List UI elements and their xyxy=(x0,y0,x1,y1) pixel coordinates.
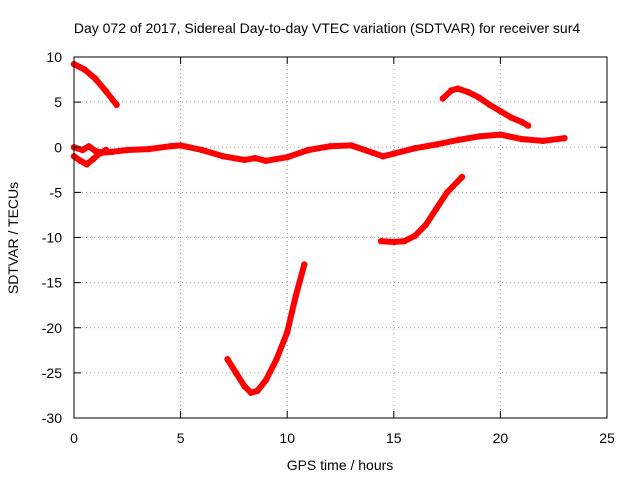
chart-title: Day 072 of 2017, Sidereal Day-to-day VTE… xyxy=(74,20,580,36)
x-tick-label: 5 xyxy=(177,430,185,446)
data-point xyxy=(85,143,93,150)
data-point xyxy=(411,145,419,152)
data-point xyxy=(369,149,376,156)
data-point xyxy=(454,136,461,144)
data-point xyxy=(439,95,446,102)
data-point xyxy=(292,293,299,300)
data-series-layer xyxy=(70,60,568,396)
data-point xyxy=(377,237,385,245)
data-point xyxy=(81,66,88,73)
data-point xyxy=(284,154,291,161)
y-tick-label: -20 xyxy=(42,320,62,336)
data-point xyxy=(465,89,472,96)
data-point xyxy=(124,146,131,154)
x-axis-ticks: 0 5 10 15 20 25 xyxy=(70,57,615,446)
data-point xyxy=(475,94,483,101)
data-point xyxy=(109,148,116,155)
data-point xyxy=(507,114,515,121)
data-point xyxy=(458,173,466,181)
grid xyxy=(74,57,607,418)
data-point xyxy=(83,161,91,168)
data-point xyxy=(433,141,440,148)
x-tick-label: 0 xyxy=(70,430,78,446)
data-point xyxy=(224,356,231,363)
data-point xyxy=(254,387,261,395)
data-point xyxy=(561,135,568,142)
data-point xyxy=(77,157,84,164)
y-axis-label: SDTVAR / TECUs xyxy=(5,182,21,294)
series-arc-6 xyxy=(439,85,532,129)
x-tick-label: 10 xyxy=(279,430,295,446)
x-tick-label: 25 xyxy=(599,430,615,446)
data-point xyxy=(411,232,419,239)
data-point xyxy=(145,145,152,153)
x-tick-label: 20 xyxy=(493,430,509,446)
series-arc-4 xyxy=(224,261,308,396)
data-point xyxy=(79,146,86,154)
data-point xyxy=(401,237,408,245)
data-point xyxy=(273,356,280,363)
y-tick-label: -25 xyxy=(42,365,62,381)
data-point xyxy=(262,157,270,164)
data-point xyxy=(348,142,355,149)
data-point xyxy=(379,153,387,160)
x-tick-label: 15 xyxy=(386,430,402,446)
y-tick-label: 5 xyxy=(54,94,62,110)
y-tick-label: -30 xyxy=(42,410,62,426)
data-point xyxy=(252,154,259,162)
y-tick-label: -10 xyxy=(42,230,62,246)
data-point xyxy=(92,75,99,82)
data-point xyxy=(96,150,103,157)
data-point xyxy=(247,389,255,396)
data-point xyxy=(262,376,270,384)
data-point xyxy=(524,122,532,129)
data-point xyxy=(390,238,397,246)
data-point xyxy=(113,101,120,109)
data-point xyxy=(433,205,440,212)
data-point xyxy=(448,87,455,94)
y-tick-label: -15 xyxy=(42,275,62,291)
data-point xyxy=(241,383,248,390)
data-point xyxy=(177,142,184,149)
data-point xyxy=(518,118,525,126)
data-point xyxy=(539,137,547,145)
data-point xyxy=(166,143,174,150)
data-point xyxy=(326,143,333,150)
y-tick-label: -5 xyxy=(50,184,63,200)
y-axis-ticks: -30 -25 -20 -15 -10 -5 0 5 10 xyxy=(42,49,607,426)
data-point xyxy=(518,135,525,143)
data-point xyxy=(220,153,227,160)
data-point xyxy=(422,221,429,229)
data-point xyxy=(284,329,291,336)
x-axis-label: GPS time / hours xyxy=(287,457,394,473)
data-point xyxy=(102,88,110,95)
data-point xyxy=(232,369,240,377)
data-point xyxy=(486,101,493,109)
data-point xyxy=(301,261,308,268)
data-point xyxy=(497,131,504,138)
y-tick-label: 0 xyxy=(54,139,62,155)
data-point xyxy=(475,133,483,140)
data-point xyxy=(198,146,206,154)
y-tick-label: 10 xyxy=(46,49,62,65)
data-point xyxy=(241,156,248,164)
data-point xyxy=(443,189,451,196)
data-point xyxy=(454,85,461,92)
data-point xyxy=(305,146,312,154)
data-point xyxy=(497,108,504,115)
data-point xyxy=(390,150,397,157)
data-point xyxy=(90,155,97,163)
data-point xyxy=(102,146,110,154)
